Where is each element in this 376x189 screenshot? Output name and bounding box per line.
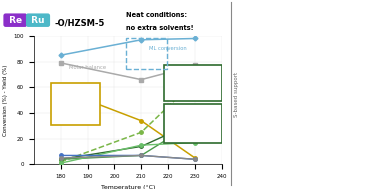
Text: Neat conditions:: Neat conditions: — [126, 12, 187, 18]
FancyBboxPatch shape — [164, 65, 222, 101]
FancyBboxPatch shape — [51, 84, 100, 125]
Text: -O/HZSM-5: -O/HZSM-5 — [55, 18, 105, 27]
Text: S-based support: S-based support — [233, 72, 239, 117]
Y-axis label: Conversion (%) - Yield (%): Conversion (%) - Yield (%) — [3, 64, 8, 136]
Text: Molar balance: Molar balance — [69, 65, 106, 70]
Text: ML conversion: ML conversion — [149, 46, 187, 51]
Text: Ru: Ru — [28, 16, 48, 25]
Text: no extra solvents!: no extra solvents! — [126, 25, 194, 31]
FancyBboxPatch shape — [164, 104, 222, 143]
Text: Re: Re — [6, 16, 25, 25]
X-axis label: Temperature (°C): Temperature (°C) — [101, 185, 155, 189]
